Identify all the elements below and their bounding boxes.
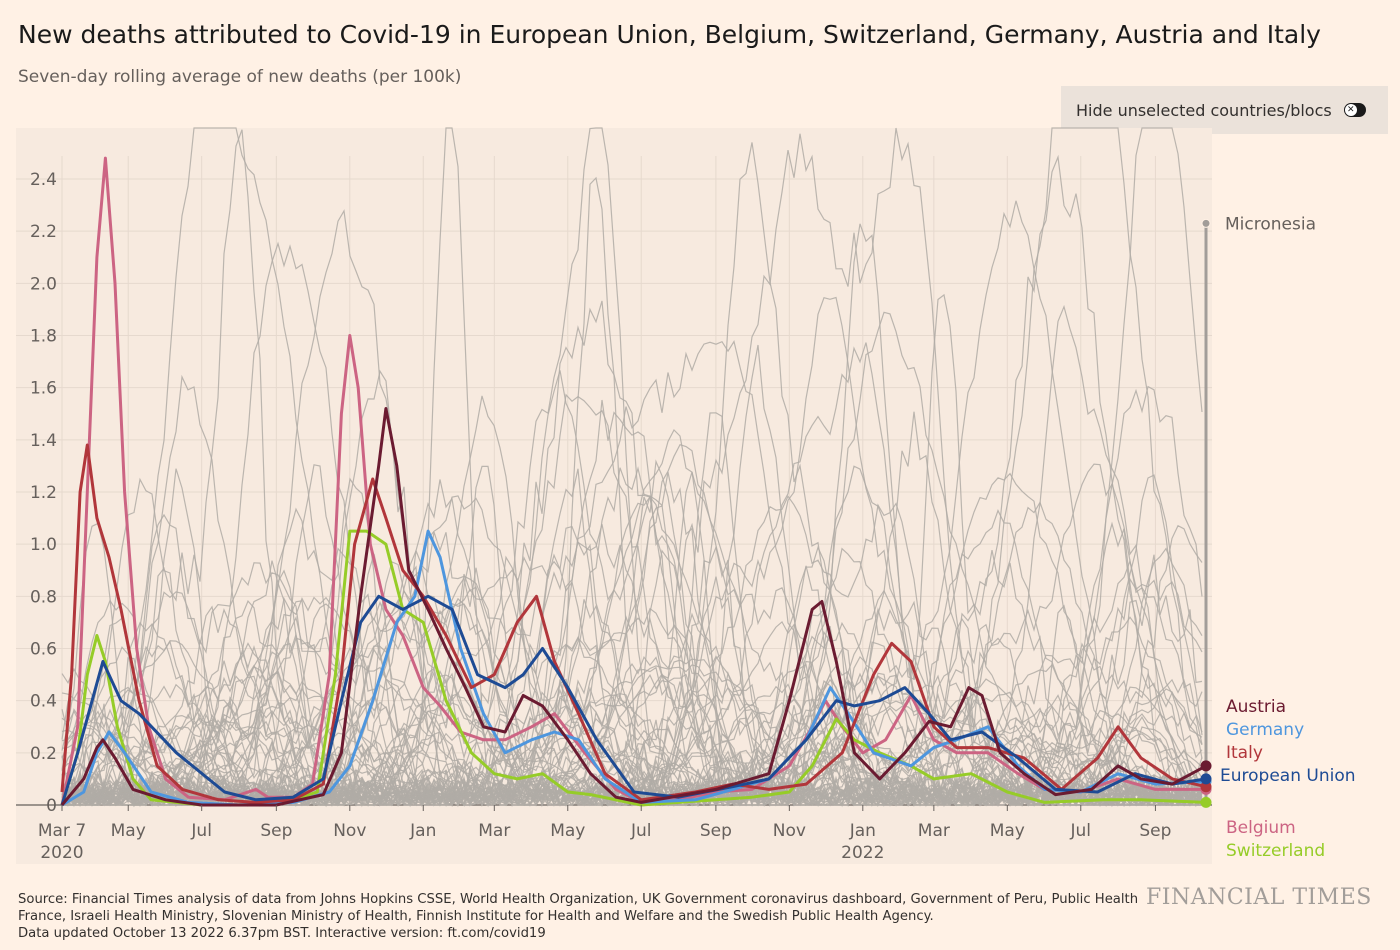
series-end-labels: Belgium Switzerland Germany Italy European U…	[1201, 214, 1356, 861]
background-country-line	[61, 154, 1203, 808]
background-country-line	[61, 500, 1203, 807]
x-tick-label: Nov	[773, 821, 806, 841]
y-tick-label: 0.8	[30, 587, 57, 607]
y-tick-label: 2.4	[30, 170, 57, 190]
x-tick-label: Jan	[409, 821, 436, 841]
hide-unselected-toggle[interactable]: Hide unselected countries/blocs ✕	[1061, 86, 1388, 134]
micronesia-dot	[1201, 218, 1211, 228]
x-tick-label: Jan	[849, 821, 876, 841]
axes: 0 0.2 0.4 0.6 0.8 1.0 1.2 1.4 1.6 1.8 2.0 2.2 2.4 Mar…	[30, 170, 1171, 863]
end-label-micronesia: Micronesia	[1225, 214, 1316, 234]
x-tick-label: Mar 7	[38, 821, 86, 841]
chart-subtitle: Seven-day rolling average of new deaths …	[18, 67, 462, 87]
x-tick-label: Sep	[1139, 821, 1171, 841]
x-year-label: 2022	[841, 843, 884, 863]
end-label-austria: Austria	[1226, 697, 1286, 717]
end-label-belgium: Belgium	[1226, 818, 1296, 838]
highlighted-series	[60, 156, 1212, 808]
toggle-switch-icon[interactable]: ✕	[1343, 103, 1366, 117]
footer: Source: Financial Times analysis of data…	[18, 891, 1143, 942]
y-tick-label: 1.6	[30, 379, 57, 399]
x-tick-label: May	[111, 821, 146, 841]
background-country-line	[61, 673, 1203, 807]
background-country-line	[61, 496, 1203, 808]
series-line-switzerland[interactable]	[60, 529, 1207, 807]
y-tick-label: 1.2	[30, 483, 57, 503]
x-tick-label: Jul	[630, 821, 652, 841]
end-label-european-union: European Union	[1220, 766, 1356, 786]
line-chart: 0 0.2 0.4 0.6 0.8 1.0 1.2 1.4 1.6 1.8 2.0 2.2 2.4 Mar…	[16, 127, 1356, 864]
x-tick-label: Sep	[700, 821, 732, 841]
end-label-germany: Germany	[1226, 720, 1304, 740]
x-tick-label: Sep	[260, 821, 292, 841]
series-line-italy[interactable]	[60, 443, 1207, 804]
x-tick-label: Nov	[333, 821, 366, 841]
series-line-austria[interactable]	[60, 407, 1207, 807]
series-line-european-union[interactable]	[60, 594, 1207, 806]
background-country-line	[61, 459, 1203, 808]
x-tick-label: May	[990, 821, 1025, 841]
x-year-label: 2020	[40, 843, 83, 863]
y-tick-label: 0	[46, 796, 57, 816]
background-country-line	[61, 200, 1203, 807]
y-tick-label: 0.6	[30, 640, 57, 660]
ft-logo: FINANCIAL TIMES	[1146, 885, 1372, 910]
source-note: Source: Financial Times analysis of data…	[18, 892, 1139, 924]
y-tick-label: 2.2	[30, 222, 57, 242]
series-end-dot-european-union	[1200, 773, 1212, 785]
y-tick-label: 0.2	[30, 744, 57, 764]
y-tick-label: 1.0	[30, 535, 57, 555]
y-tick-label: 0.4	[30, 692, 57, 712]
x-tick-label: Mar	[918, 821, 950, 841]
series-end-dot-italy	[1200, 781, 1212, 793]
x-tick-label: May	[550, 821, 585, 841]
series-line-belgium[interactable]	[60, 156, 1206, 806]
end-label-italy: Italy	[1226, 743, 1263, 763]
toggle-knob-icon: ✕	[1344, 104, 1357, 116]
chart-title: New deaths attributed to Covid-19 in Eur…	[18, 20, 1321, 49]
y-tick-label: 1.8	[30, 327, 57, 347]
series-end-dot-austria	[1200, 760, 1212, 772]
background-country-line	[61, 666, 1203, 807]
end-label-switzerland: Switzerland	[1226, 841, 1325, 861]
background-country-line	[61, 678, 1203, 806]
x-tick-label: Mar	[478, 821, 510, 841]
y-tick-label: 1.4	[30, 431, 57, 451]
series-end-dot-switzerland	[1200, 796, 1212, 808]
x-tick-label: Jul	[190, 821, 212, 841]
x-tick-label: Jul	[1070, 821, 1092, 841]
toggle-label: Hide unselected countries/blocs	[1076, 100, 1332, 120]
y-tick-label: 2.0	[30, 274, 57, 294]
update-note: Data updated October 13 2022 6.37pm BST.…	[18, 926, 546, 941]
